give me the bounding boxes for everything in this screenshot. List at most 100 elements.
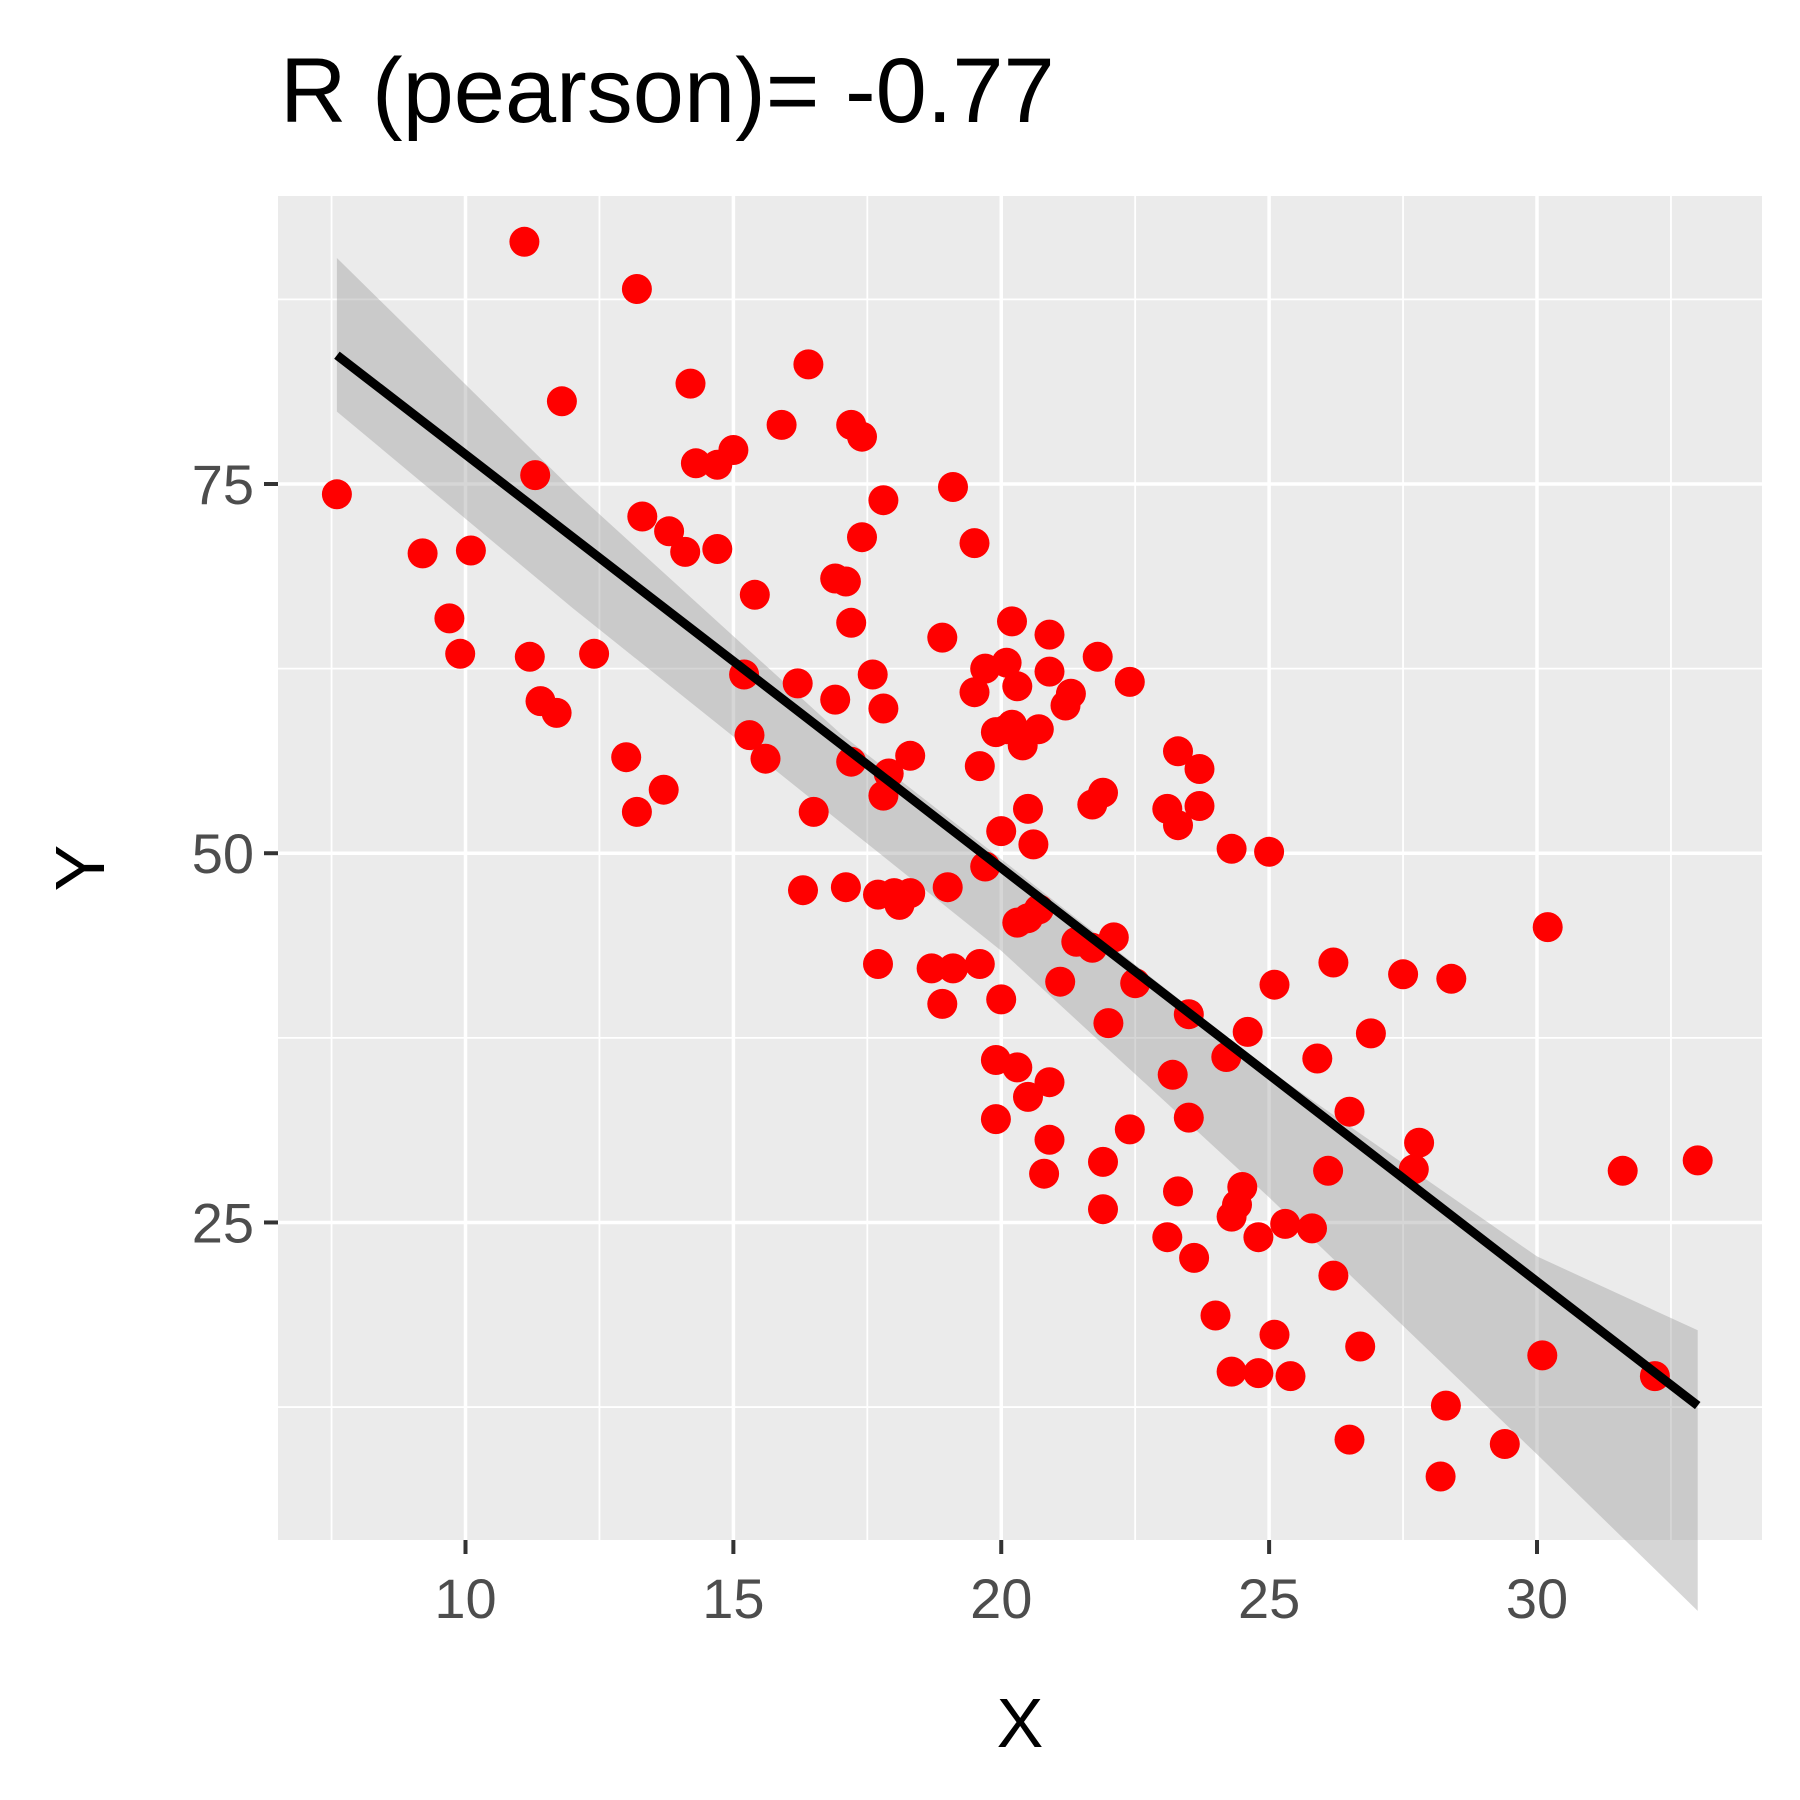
data-point	[986, 984, 1017, 1015]
data-point	[991, 647, 1022, 678]
data-point	[627, 501, 658, 532]
data-point	[670, 536, 701, 567]
data-point	[1259, 1319, 1290, 1350]
data-point	[1318, 947, 1349, 978]
data-point	[1157, 1059, 1188, 1090]
data-point	[1200, 1300, 1231, 1331]
y-tick-label: 50	[192, 822, 254, 885]
data-point	[520, 460, 551, 491]
x-axis: 10 15 20 25 30	[434, 1540, 1568, 1630]
data-point	[820, 684, 851, 715]
data-point	[1682, 1145, 1713, 1176]
data-point	[621, 796, 652, 827]
data-point	[1013, 1081, 1043, 1112]
data-point	[675, 368, 706, 399]
data-point	[1243, 1222, 1274, 1253]
data-point	[1254, 836, 1285, 867]
data-point	[1388, 959, 1419, 990]
data-point	[964, 751, 995, 782]
data-point	[1045, 966, 1076, 997]
data-point	[1088, 777, 1118, 808]
data-point	[621, 274, 652, 304]
data-point	[830, 566, 861, 597]
y-axis-title: Y	[41, 845, 119, 892]
y-tick-label: 25	[192, 1191, 254, 1254]
data-point	[1029, 1158, 1060, 1189]
data-point	[1243, 1358, 1274, 1389]
data-point	[718, 435, 749, 465]
data-point	[1179, 1242, 1210, 1273]
data-point	[702, 534, 733, 564]
data-point	[579, 638, 610, 669]
data-point	[1527, 1340, 1558, 1371]
data-point	[1436, 963, 1467, 994]
data-point	[541, 697, 572, 728]
data-point	[739, 579, 770, 610]
data-point	[964, 949, 995, 979]
chart-title: R (pearson)= -0.77	[280, 40, 1055, 142]
data-point	[1318, 1260, 1349, 1291]
data-point	[980, 1104, 1011, 1135]
data-point	[1259, 969, 1290, 1000]
data-point	[1216, 833, 1247, 864]
y-tick-label: 75	[192, 453, 254, 516]
data-point	[1034, 619, 1065, 650]
data-point	[1002, 1052, 1033, 1083]
data-point	[868, 485, 899, 516]
data-point	[927, 988, 958, 1019]
data-point	[445, 638, 476, 669]
data-point	[938, 472, 968, 502]
data-point	[1184, 754, 1215, 784]
data-point	[1334, 1096, 1365, 1127]
data-point	[1013, 793, 1043, 824]
data-point	[766, 409, 797, 440]
data-point	[1489, 1429, 1520, 1459]
data-point	[857, 659, 888, 690]
data-point	[1034, 1124, 1065, 1155]
data-point	[1355, 1018, 1386, 1049]
x-axis-title: X	[997, 1684, 1044, 1762]
data-point	[750, 743, 781, 774]
x-tick-label: 30	[1506, 1567, 1568, 1630]
data-point	[863, 949, 893, 979]
data-point	[782, 668, 813, 699]
data-point	[1088, 1146, 1118, 1177]
data-point	[1184, 791, 1215, 821]
data-point	[1034, 1067, 1065, 1098]
data-point	[434, 603, 465, 634]
data-point	[1430, 1390, 1461, 1421]
data-point	[455, 535, 486, 566]
data-point	[654, 516, 685, 547]
data-point	[847, 421, 877, 452]
data-point	[959, 528, 990, 559]
data-point	[1232, 1016, 1263, 1047]
data-point	[788, 875, 818, 906]
data-point	[868, 693, 899, 724]
points-layer	[321, 226, 1713, 1492]
data-point	[1270, 1208, 1301, 1239]
data-point	[680, 448, 711, 479]
data-point	[959, 677, 990, 708]
data-point	[1034, 656, 1065, 687]
data-point	[1345, 1331, 1376, 1362]
data-point	[1532, 912, 1563, 943]
data-point	[793, 349, 824, 380]
data-point	[407, 538, 438, 569]
x-tick-label: 20	[970, 1567, 1032, 1630]
data-point	[321, 479, 352, 510]
data-point	[1163, 1176, 1193, 1207]
data-point	[611, 742, 642, 773]
data-point	[798, 796, 829, 827]
data-point	[847, 522, 877, 553]
data-point	[1093, 1008, 1124, 1039]
data-point	[916, 953, 947, 984]
data-point	[1163, 810, 1193, 841]
data-point	[895, 878, 926, 909]
data-point	[509, 226, 540, 257]
data-point	[1302, 1043, 1333, 1074]
y-axis: 25 50 75	[192, 453, 278, 1254]
data-point	[938, 953, 968, 984]
data-point	[1425, 1461, 1456, 1492]
